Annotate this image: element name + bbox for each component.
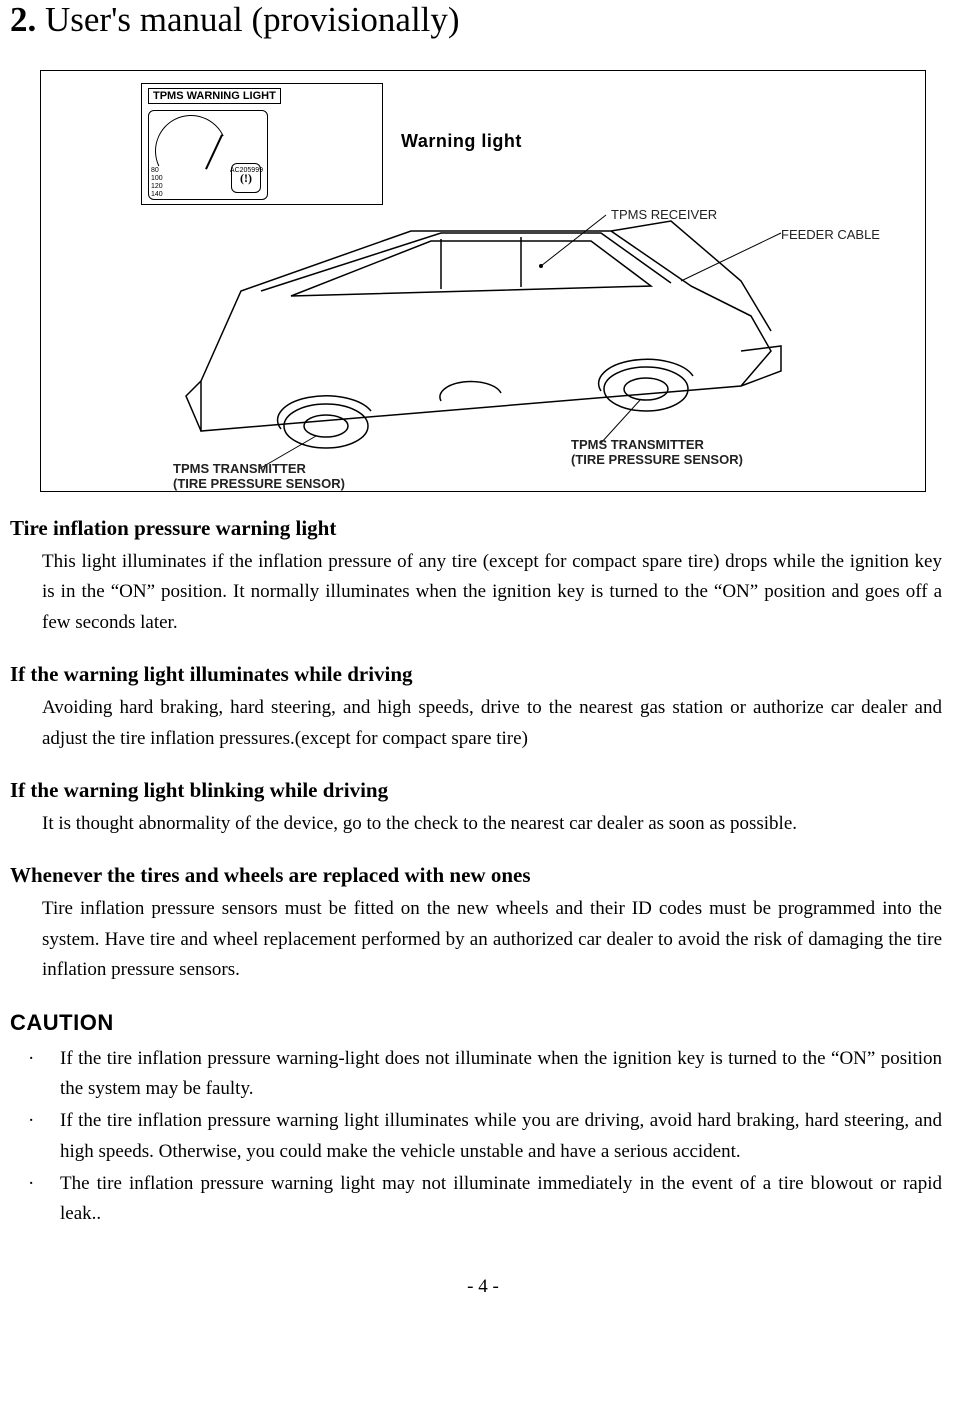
panel-label: TPMS WARNING LIGHT <box>148 88 281 104</box>
section-heading: If the warning light illuminates while d… <box>10 662 956 687</box>
caution-list: If the tire inflation pressure warning-l… <box>10 1044 956 1230</box>
warning-light-label: Warning light <box>401 131 522 152</box>
page-title: 2. User's manual (provisionally) <box>10 0 956 40</box>
section-body: Tire inflation pressure sensors must be … <box>42 894 956 985</box>
section-body: Avoiding hard braking, hard steering, an… <box>42 693 956 754</box>
page-number: - 4 - <box>10 1276 956 1298</box>
caution-item: If the tire inflation pressure warning l… <box>10 1106 942 1167</box>
label-transmitter-left: TPMS TRANSMITTER (TIRE PRESSURE SENSOR) <box>173 461 345 491</box>
section-body: It is thought abnormality of the device,… <box>42 809 956 839</box>
caution-heading: CAUTION <box>10 1010 956 1036</box>
label-transmitter-right: TPMS TRANSMITTER (TIRE PRESSURE SENSOR) <box>571 437 743 467</box>
car-diagram <box>141 171 881 481</box>
figure-box: TPMS WARNING LIGHT 80 100 120 140 (!) AC… <box>40 70 926 492</box>
section-heading: Whenever the tires and wheels are replac… <box>10 863 956 888</box>
title-number: 2. <box>10 0 36 39</box>
page: 2. User's manual (provisionally) TPMS WA… <box>0 0 966 1338</box>
label-receiver: TPMS RECEIVER <box>611 207 717 222</box>
section-body: This light illuminates if the inflation … <box>42 547 956 638</box>
section-heading: If the warning light blinking while driv… <box>10 778 956 803</box>
caution-item: If the tire inflation pressure warning-l… <box>10 1044 942 1105</box>
caution-item: The tire inflation pressure warning ligh… <box>10 1169 942 1230</box>
label-feeder: FEEDER CABLE <box>781 227 880 242</box>
title-text: User's manual (provisionally) <box>36 0 459 39</box>
section-heading: Tire inflation pressure warning light <box>10 516 956 541</box>
